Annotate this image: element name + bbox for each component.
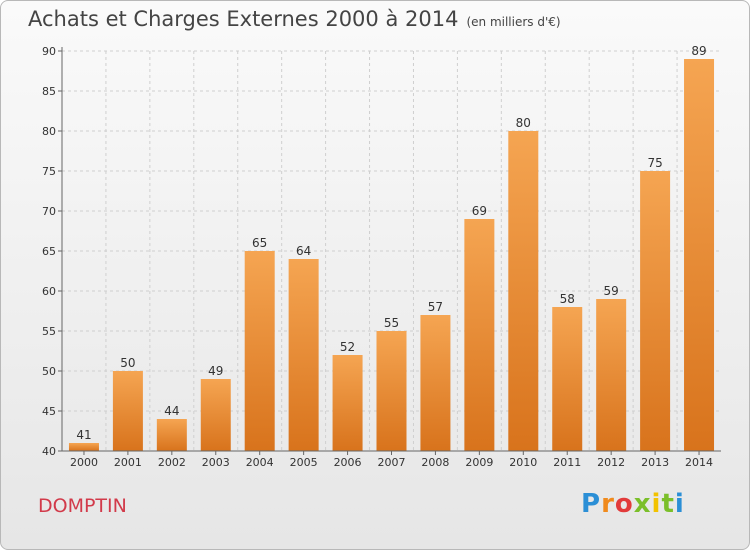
logo-letter: t [661, 489, 675, 519]
data-label-2006: 52 [340, 340, 355, 354]
bar-2008 [420, 315, 451, 451]
bar-2004 [244, 251, 275, 451]
bar-2000 [68, 443, 99, 451]
data-label-2001: 50 [120, 356, 135, 370]
data-label-2014: 89 [691, 44, 706, 58]
logo-letter: r [601, 489, 615, 519]
y-tick-label: 55 [42, 325, 56, 338]
y-tick-label: 45 [42, 405, 56, 418]
data-label-2003: 49 [208, 364, 223, 378]
x-tick-label-2008: 2008 [421, 456, 449, 469]
bar-2011 [552, 307, 583, 451]
y-tick-label: 85 [42, 85, 56, 98]
y-tick-label: 70 [42, 205, 56, 218]
data-label-2002: 44 [164, 404, 179, 418]
city-name: DOMPTIN [38, 495, 127, 517]
logo-letter: i [651, 489, 662, 519]
x-tick-label-2001: 2001 [114, 456, 142, 469]
data-label-2012: 59 [604, 284, 619, 298]
bar-2002 [156, 419, 187, 451]
x-tick-label-2002: 2002 [158, 456, 186, 469]
x-tick-label-2011: 2011 [553, 456, 581, 469]
bar-2009 [464, 219, 495, 451]
logo-letter: P [581, 489, 602, 519]
logo-letter: o [614, 489, 634, 519]
data-label-2011: 58 [560, 292, 575, 306]
data-label-2000: 41 [76, 428, 91, 442]
data-label-2013: 75 [647, 156, 662, 170]
bar-2014 [684, 59, 715, 451]
proxiti-logo[interactable]: Proxiti [581, 489, 691, 525]
x-tick-label-2005: 2005 [290, 456, 318, 469]
bar-2001 [112, 371, 143, 451]
x-tick-label-2012: 2012 [597, 456, 625, 469]
data-label-2010: 80 [516, 116, 531, 130]
bar-2007 [376, 331, 407, 451]
logo-letter: x [633, 489, 652, 519]
bar-2006 [332, 355, 363, 451]
y-tick-label: 75 [42, 165, 56, 178]
y-tick-label: 60 [42, 285, 56, 298]
y-tick-label: 90 [42, 45, 56, 58]
y-tick-label: 65 [42, 245, 56, 258]
y-tick-label: 40 [42, 445, 56, 458]
x-tick-label-2007: 2007 [378, 456, 406, 469]
data-label-2004: 65 [252, 236, 267, 250]
chart-title-text: Achats et Charges Externes 2000 à 2014 [28, 7, 459, 31]
bar-2003 [200, 379, 231, 451]
x-tick-label-2003: 2003 [202, 456, 230, 469]
y-tick-label: 80 [42, 125, 56, 138]
logo-letter: i [674, 489, 685, 519]
bar-2010 [508, 131, 539, 451]
x-tick-label-2004: 2004 [246, 456, 274, 469]
data-label-2008: 57 [428, 300, 443, 314]
data-labels: 41 50 44 49 65 64 52 55 57 69 80 58 59 75 89 [76, 44, 706, 442]
bar-2012 [596, 299, 627, 451]
chart-title: Achats et Charges Externes 2000 à 2014 (e… [28, 7, 561, 31]
y-tick-label: 50 [42, 365, 56, 378]
chart-subtitle: (en milliers d'€) [466, 15, 561, 29]
bars [68, 59, 715, 451]
data-label-2009: 69 [472, 204, 487, 218]
x-tick-label-2010: 2010 [509, 456, 537, 469]
x-tick-label-2006: 2006 [334, 456, 362, 469]
x-tick-label-2014: 2014 [685, 456, 713, 469]
grid-lines [62, 50, 721, 451]
x-tick-label-2009: 2009 [465, 456, 493, 469]
bar-2013 [640, 171, 671, 451]
x-tick-label-2013: 2013 [641, 456, 669, 469]
data-label-2005: 64 [296, 244, 311, 258]
data-label-2007: 55 [384, 316, 399, 330]
bar-2005 [288, 259, 319, 451]
axes: 40 45 50 55 60 65 70 75 80 85 90 2000 2001 2002 2003 20… [42, 45, 721, 469]
x-tick-label-2000: 2000 [70, 456, 98, 469]
